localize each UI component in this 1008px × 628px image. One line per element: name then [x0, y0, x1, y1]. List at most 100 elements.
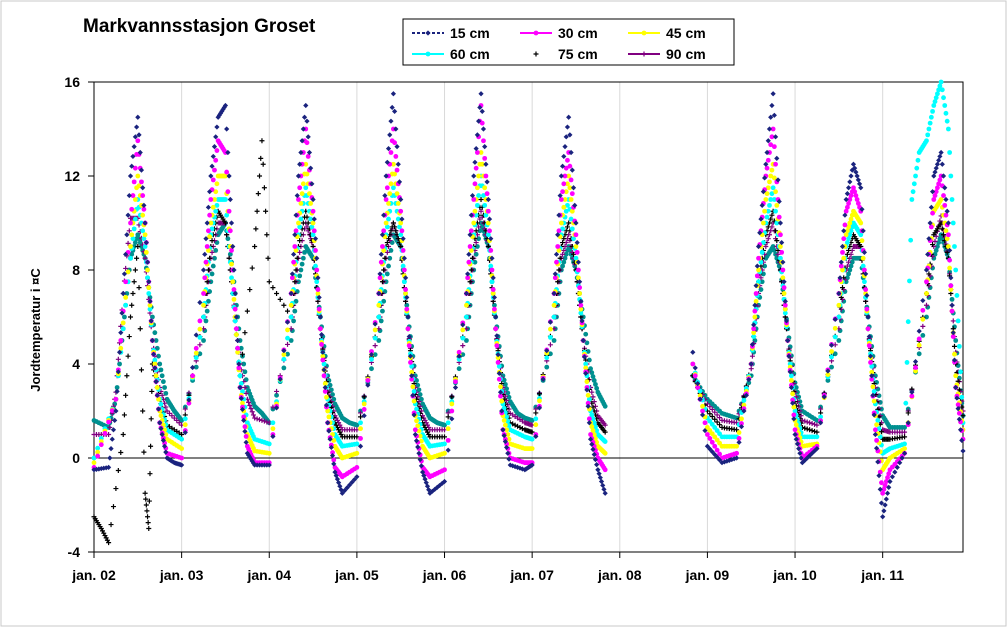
interpolated-point [590, 374, 596, 379]
data-point [763, 244, 769, 249]
interpolated-point [130, 291, 136, 296]
data-point [420, 469, 426, 475]
interpolated-point [488, 263, 494, 269]
interpolated-point [561, 259, 567, 265]
interpolated-point [811, 448, 818, 454]
interpolated-point [308, 165, 314, 171]
interpolated-point [804, 426, 810, 432]
interpolated-point [147, 298, 153, 304]
data-point [179, 455, 185, 461]
interpolated-point [372, 327, 378, 333]
interpolated-point [300, 220, 306, 226]
interpolated-point [314, 267, 320, 273]
interpolated-point [213, 248, 219, 253]
data-point [602, 429, 608, 435]
interpolated-point [514, 464, 521, 470]
interpolated-point [291, 318, 297, 324]
interpolated-point [246, 399, 252, 405]
interpolated-point [849, 259, 855, 265]
data-point [478, 150, 484, 155]
interpolated-point [115, 356, 121, 362]
interpolated-point [956, 387, 962, 393]
interpolated-point [147, 302, 153, 308]
data-point [376, 314, 382, 320]
interpolated-point [476, 173, 481, 179]
interpolated-point [547, 319, 554, 325]
interpolated-point [174, 417, 180, 423]
interpolated-point [316, 294, 322, 301]
interpolated-point [905, 410, 911, 416]
interpolated-point [186, 400, 192, 406]
interpolated-point [561, 181, 567, 187]
interpolated-point [224, 169, 230, 175]
interpolated-point [321, 373, 327, 379]
y-tick-label: -4 [68, 544, 81, 560]
data-point [295, 173, 302, 179]
interpolated-point [236, 365, 242, 371]
interpolated-point [284, 319, 291, 325]
data-point [953, 338, 959, 343]
interpolated-point [130, 236, 136, 242]
interpolated-point [244, 308, 250, 314]
interpolated-point [772, 134, 779, 140]
interpolated-point [404, 306, 410, 312]
interpolated-point [939, 161, 945, 167]
data-point [310, 232, 316, 238]
interpolated-point [593, 424, 598, 430]
interpolated-point [482, 202, 488, 208]
interpolated-point [510, 463, 516, 469]
interpolated-point [327, 436, 333, 442]
interpolated-point [247, 403, 253, 409]
interpolated-point [474, 202, 480, 208]
interpolated-point [379, 279, 385, 285]
interpolated-point [154, 345, 160, 351]
interpolated-point [950, 318, 956, 324]
interpolated-point [562, 255, 568, 261]
interpolated-point [226, 208, 232, 214]
interpolated-point [556, 212, 562, 218]
interpolated-point [743, 392, 749, 398]
interpolated-point [410, 384, 416, 390]
interpolated-point [861, 249, 868, 255]
interpolated-point [297, 249, 303, 255]
interpolated-point [148, 416, 154, 422]
interpolated-point [285, 335, 290, 341]
interpolated-point [869, 363, 875, 369]
interpolated-point [399, 228, 405, 234]
interpolated-point [908, 237, 914, 243]
interpolated-point [304, 214, 310, 220]
data-point [566, 173, 572, 179]
data-point [945, 232, 951, 238]
interpolated-point [563, 134, 569, 140]
interpolated-point [322, 389, 328, 394]
interpolated-point [563, 165, 569, 171]
interpolated-point [137, 149, 143, 156]
interpolated-point [828, 342, 835, 348]
interpolated-point [897, 460, 903, 466]
interpolated-point [581, 354, 588, 360]
interpolated-point [468, 228, 474, 234]
interpolated-point [426, 487, 432, 493]
interpolated-point [129, 251, 135, 257]
interpolated-point [209, 163, 215, 169]
interpolated-point [224, 212, 230, 218]
data-point [872, 431, 878, 438]
interpolated-point [476, 193, 481, 198]
interpolated-point [809, 421, 815, 427]
interpolated-point [781, 291, 787, 296]
interpolated-point [930, 210, 935, 216]
interpolated-point [569, 167, 575, 173]
interpolated-point [224, 126, 230, 132]
x-tick-label: jan. 02 [71, 567, 116, 583]
data-point [566, 114, 572, 120]
interpolated-point [293, 248, 299, 253]
interpolated-point [259, 417, 265, 423]
interpolated-point [338, 487, 344, 493]
interpolated-point [576, 267, 581, 273]
interpolated-point [476, 236, 481, 242]
interpolated-point [894, 464, 900, 470]
interpolated-point [790, 397, 796, 403]
interpolated-point [305, 154, 311, 159]
interpolated-point [759, 202, 765, 208]
